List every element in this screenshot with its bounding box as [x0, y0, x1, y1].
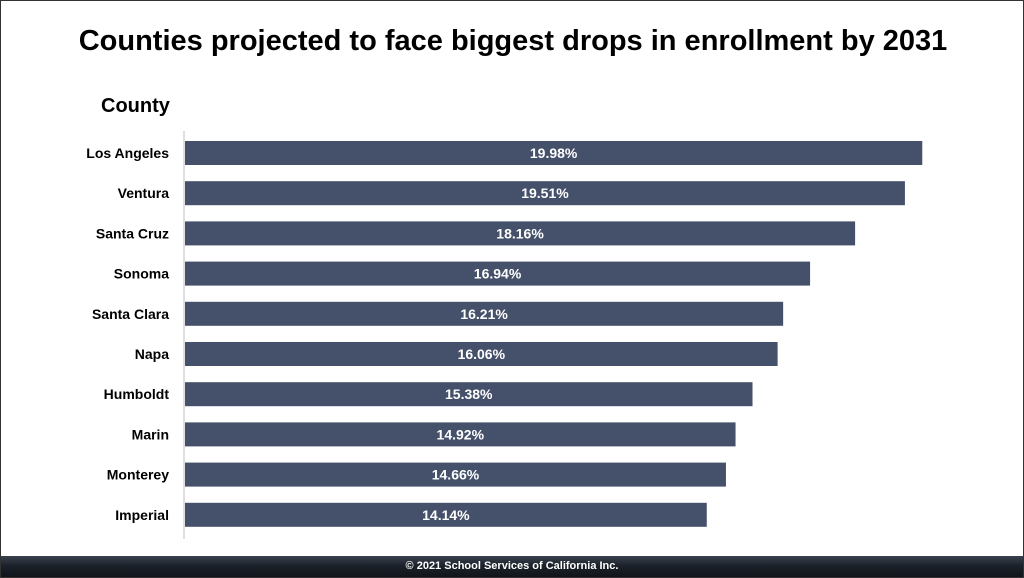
- y-axis-title: County: [101, 95, 170, 117]
- bars-group: [185, 141, 923, 527]
- category-label: Santa Clara: [92, 306, 169, 322]
- value-label: 16.06%: [458, 346, 506, 362]
- value-label: 14.66%: [432, 467, 480, 483]
- value-label: 14.14%: [422, 507, 470, 523]
- bar-ventura: [185, 181, 905, 206]
- value-label: 16.21%: [460, 306, 508, 322]
- bar-monterey: [185, 462, 726, 487]
- bar-napa: [185, 342, 778, 366]
- category-label: Marin: [132, 426, 169, 442]
- bar-santa-cruz: [185, 221, 856, 246]
- value-label: 19.51%: [521, 185, 569, 201]
- category-label: Los Angeles: [86, 145, 169, 161]
- value-label: 18.16%: [496, 225, 544, 241]
- bar-humboldt: [185, 382, 753, 407]
- bar-marin: [185, 422, 736, 447]
- value-labels-group: 19.98% 19.51% 18.16% 16.94% 16.21% 16.06% 15.3…: [422, 145, 578, 523]
- bar-imperial: [185, 502, 707, 527]
- value-label: 16.94%: [474, 266, 522, 282]
- category-label: Imperial: [115, 507, 169, 523]
- bar-santa-clara: [185, 301, 784, 326]
- bar-sonoma: [185, 261, 811, 286]
- value-label: 14.92%: [437, 426, 485, 442]
- footer-bar: © 2021 School Services of California Inc…: [1, 556, 1023, 577]
- category-label: Santa Cruz: [96, 225, 169, 241]
- category-label: Napa: [135, 346, 169, 362]
- category-label: Ventura: [118, 185, 170, 201]
- category-label: Monterey: [107, 467, 169, 483]
- chart-title: Counties projected to face biggest drops…: [78, 25, 948, 57]
- value-label: 19.98%: [530, 145, 578, 161]
- category-labels-group: Los Angeles Ventura Santa Cruz Sonoma Santa …: [86, 145, 169, 523]
- bar-los-angeles: [185, 141, 923, 165]
- value-label: 15.38%: [445, 386, 493, 402]
- category-label: Humboldt: [104, 386, 170, 402]
- category-label: Sonoma: [114, 266, 169, 282]
